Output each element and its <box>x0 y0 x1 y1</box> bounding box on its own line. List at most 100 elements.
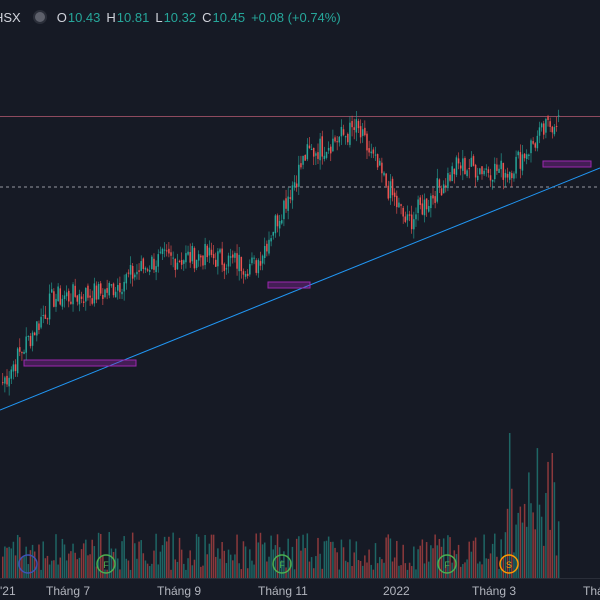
volume-bar <box>249 549 251 578</box>
volume-bar <box>136 558 138 578</box>
candle-body <box>323 155 326 160</box>
candle-body <box>27 335 30 337</box>
candle-body <box>227 255 230 267</box>
candle-body <box>70 301 72 304</box>
low-value: 10.32 <box>163 9 197 25</box>
volume-bar <box>178 537 181 578</box>
candle-body <box>148 270 151 272</box>
volume-bar <box>545 492 547 578</box>
candle-body <box>555 125 558 127</box>
candle-body <box>102 294 104 299</box>
volume-bar <box>295 538 298 578</box>
volume-bar <box>82 543 85 578</box>
volume-bar <box>97 532 100 578</box>
candle-body <box>455 157 458 175</box>
event-marker-letter: F <box>279 560 285 570</box>
volume-bar <box>308 561 311 578</box>
volume-bar <box>370 564 372 578</box>
symbol-label[interactable]: HSX <box>0 9 21 25</box>
volume-bar <box>270 535 272 578</box>
volume-bar <box>489 553 492 578</box>
volume-bar <box>195 534 198 578</box>
candle-body <box>315 153 317 156</box>
volume-bar <box>538 504 541 578</box>
volume-bar <box>185 569 187 578</box>
volume-bar <box>376 563 379 578</box>
candle-body <box>504 172 507 178</box>
volume-bar <box>65 560 68 578</box>
candle-body <box>44 314 47 319</box>
volume-bar <box>19 537 21 578</box>
candle-body <box>349 122 351 145</box>
candle-body <box>161 248 164 254</box>
candle-body <box>515 156 517 174</box>
event-marker-icon <box>18 554 38 574</box>
candle-body <box>289 197 292 199</box>
candle-body <box>234 253 236 258</box>
candle-body <box>417 199 419 213</box>
candle-body <box>53 291 55 307</box>
volume-bar <box>555 555 558 578</box>
volume-bar <box>189 550 191 578</box>
candle-body <box>489 175 492 181</box>
volume-bar <box>528 472 530 578</box>
volume-bar <box>468 541 470 578</box>
candle-body <box>521 154 524 171</box>
candle-body <box>387 185 390 199</box>
candle-body <box>434 196 436 203</box>
candle-body <box>185 253 187 263</box>
candle-body <box>129 264 132 275</box>
candle-body <box>155 266 157 273</box>
time-axis[interactable]: '21 Tháng 7 Tháng 9 Tháng 11 2022 Tháng … <box>0 578 600 600</box>
volume-bar <box>219 558 221 578</box>
candle-body <box>200 255 202 258</box>
candle-body <box>396 195 398 208</box>
candle-body <box>400 204 402 206</box>
volume-bar <box>459 566 462 578</box>
volume-bar <box>536 448 539 578</box>
volume-bar <box>144 560 147 578</box>
candle-body <box>74 285 76 297</box>
volume-bar <box>46 555 49 578</box>
volume-bar <box>200 566 202 578</box>
candle-body <box>355 119 358 133</box>
candle-body <box>502 162 505 180</box>
volume-bar <box>312 568 315 578</box>
volume-bar <box>368 549 370 578</box>
candle-body <box>368 148 370 153</box>
candle-body <box>385 173 387 186</box>
candle-body <box>310 148 313 150</box>
volume-bar <box>534 529 536 578</box>
candle-body <box>8 377 10 387</box>
candle-body <box>330 146 332 154</box>
volume-bar <box>10 548 13 578</box>
candle-body <box>121 291 123 295</box>
candle-body <box>464 158 466 175</box>
volume-bar <box>123 536 125 578</box>
x-tick-label: Tháng 3 <box>472 584 517 598</box>
volume-bar <box>379 557 381 578</box>
candle-body <box>144 267 147 270</box>
volume-bar <box>72 543 74 578</box>
candle-body <box>87 285 89 298</box>
volume-bar <box>334 547 336 578</box>
candle-body <box>16 348 19 374</box>
candle-body <box>306 144 309 160</box>
candle-body <box>428 206 430 212</box>
candle-body <box>80 296 83 299</box>
volume-bar <box>479 561 481 578</box>
candle-body <box>33 332 36 336</box>
candle-body <box>123 281 125 292</box>
high-value: 10.81 <box>116 9 150 25</box>
volume-bar <box>519 506 522 578</box>
volume-bar <box>85 539 87 578</box>
volume-bar <box>434 534 436 578</box>
candle-body <box>36 321 38 336</box>
volume-bar <box>176 561 179 578</box>
candle-body <box>419 197 421 205</box>
candle-body <box>212 254 215 259</box>
x-tick-label: Thán <box>583 584 600 598</box>
candle-body <box>447 173 449 189</box>
candle-body <box>406 214 409 221</box>
